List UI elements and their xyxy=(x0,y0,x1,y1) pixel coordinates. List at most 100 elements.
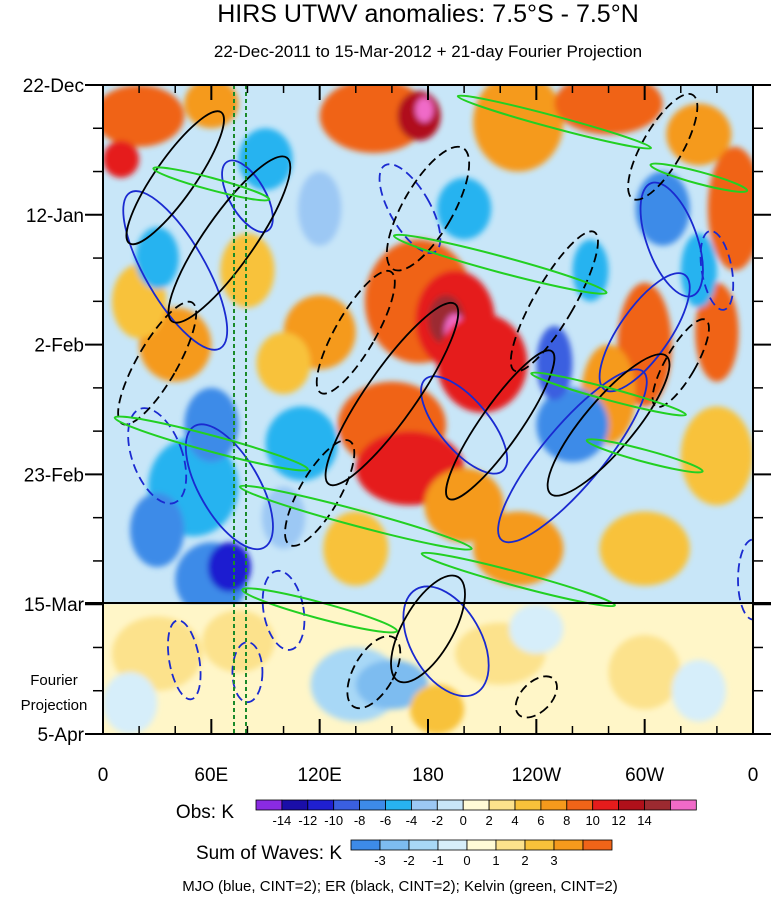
obs-anomaly-blob xyxy=(323,511,389,586)
y-tick-label: 2-Feb xyxy=(34,336,84,357)
obs-colorbar-swatch xyxy=(333,799,361,811)
obs-anomaly-blob xyxy=(635,171,690,246)
er-contour xyxy=(315,269,396,395)
projection-blob xyxy=(509,604,564,654)
projection-label-line1: Fourier xyxy=(30,672,78,689)
waves-colorbar-swatch xyxy=(495,839,526,851)
projection-blob xyxy=(355,659,428,710)
obs-anomaly-blob xyxy=(207,542,252,592)
y-tick-label: 12-Jan xyxy=(26,206,84,227)
mjo-contour xyxy=(122,190,229,351)
mjo-contour xyxy=(598,272,691,393)
projection-blob xyxy=(409,684,465,734)
obs-colorbar-swatch xyxy=(281,799,309,811)
waves-colorbar-label: Sum of Waves: K xyxy=(196,843,342,864)
er-contour xyxy=(445,349,556,501)
waves-colorbar-tick-label: 2 xyxy=(521,853,528,868)
er-contour xyxy=(509,230,599,373)
obs-anomaly-blob xyxy=(103,140,140,178)
x-tick-label: 60E xyxy=(194,765,228,786)
mjo-contour xyxy=(420,375,509,475)
obs-anomaly-field xyxy=(103,85,753,617)
mjo-contour xyxy=(127,407,188,505)
waves-colorbar-swatch xyxy=(524,839,555,851)
axes: 0 60E 120E 180 120W 60W 0 22-Dec 12-Jan 2-Feb 23-F… xyxy=(23,76,771,786)
obs-field-blobs xyxy=(103,85,753,617)
obs-colorbar-swatch xyxy=(385,799,412,811)
obs-colorbar-swatch xyxy=(514,799,542,811)
obs-anomaly-blob xyxy=(220,233,275,308)
obs-anomaly-blob xyxy=(184,387,239,463)
obs-colorbar-tick-label: 14 xyxy=(637,813,651,828)
waves-colorbar-tick-label: -1 xyxy=(432,853,444,868)
waves-colorbar-swatch xyxy=(350,839,381,851)
mjo-contour xyxy=(737,538,753,621)
obs-anomaly-blob xyxy=(437,177,492,240)
obs-colorbar-tick-label: -2 xyxy=(432,813,444,828)
obs-anomaly-blob xyxy=(135,227,179,289)
obs-anomaly-blob xyxy=(415,97,434,123)
obs-colorbar-tick-label: 10 xyxy=(585,813,599,828)
kelvin-contour xyxy=(392,233,608,295)
obs-colorbar-swatch xyxy=(462,799,490,811)
y-tick-label: 5-Apr xyxy=(38,725,85,746)
obs-colorbar-swatch xyxy=(436,799,464,811)
er-contour xyxy=(385,145,471,272)
x-tick-label: 0 xyxy=(748,765,759,786)
wave-contours xyxy=(113,92,753,719)
mjo-contour xyxy=(167,619,202,701)
obs-anomaly-blob xyxy=(666,103,732,166)
kelvin-contour xyxy=(649,162,749,193)
mjo-contour xyxy=(221,159,274,233)
kelvin-contour xyxy=(585,438,704,474)
mjo-contour xyxy=(261,569,306,651)
y-tick-label: 15-Mar xyxy=(24,595,85,616)
x-tick-label: 0 xyxy=(98,765,109,786)
mjo-contour xyxy=(184,423,274,551)
waves-colorbar-tick-label: 0 xyxy=(463,853,470,868)
obs-colorbar-swatch xyxy=(592,799,620,811)
obs-anomaly-blob xyxy=(437,313,528,413)
waves-colorbar-swatch xyxy=(582,839,613,851)
obs-colorbar-tick-label: -8 xyxy=(354,813,366,828)
kelvin-contour xyxy=(530,371,687,417)
obs-colorbar-tick-label: -10 xyxy=(324,813,343,828)
waves-colorbar-tick-label: 1 xyxy=(492,853,499,868)
er-contour xyxy=(390,574,466,684)
obs-colorbar-tick-label: 4 xyxy=(511,813,518,828)
obs-colorbar-swatch xyxy=(307,799,335,811)
obs-anomaly-blob xyxy=(695,282,739,382)
obs-anomaly-blob xyxy=(256,332,311,395)
x-tick-label: 180 xyxy=(412,765,444,786)
obs-colorbar-swatch xyxy=(540,799,568,811)
obs-anomaly-blob xyxy=(424,468,504,543)
chart-title: HIRS UTWV anomalies: 7.5°S - 7.5°N xyxy=(217,0,639,28)
er-contour xyxy=(167,155,292,324)
obs-colorbar-label: Obs: K xyxy=(176,802,234,823)
obs-colorbar-tick-label: -14 xyxy=(273,813,292,828)
y-tick-label: 23-Feb xyxy=(24,465,84,486)
kelvin-contour xyxy=(113,415,309,472)
kelvin-contour xyxy=(456,94,652,150)
obs-anomaly-blob xyxy=(265,406,338,481)
x-tick-label: 120W xyxy=(512,765,562,786)
obs-colorbar-tick-label: 8 xyxy=(563,813,570,828)
obs-colorbar-tick-label: 12 xyxy=(611,813,625,828)
obs-colorbar-swatch xyxy=(255,799,283,811)
obs-anomaly-blob xyxy=(103,85,185,147)
obs-colorbar-tick-label: 2 xyxy=(485,813,492,828)
obs-colorbar-swatch xyxy=(410,799,438,811)
obs-anomaly-blob xyxy=(473,511,564,586)
obs-anomaly-blob xyxy=(319,85,428,153)
obs-colorbar-swatch xyxy=(618,799,645,811)
footnote: MJO (blue, CINT=2); ER (black, CINT=2); … xyxy=(182,878,618,895)
waves-colorbar-tick-label: 3 xyxy=(550,853,557,868)
obs-colorbar-tick-label: 6 xyxy=(537,813,544,828)
obs-colorbar-tick-label: -6 xyxy=(380,813,392,828)
waves-colorbar-swatch xyxy=(553,839,584,851)
obs-anomaly-blob xyxy=(473,85,564,172)
x-tick-label: 60W xyxy=(625,765,664,786)
waves-colorbar-swatch xyxy=(466,839,497,851)
projection-blob xyxy=(112,616,203,691)
